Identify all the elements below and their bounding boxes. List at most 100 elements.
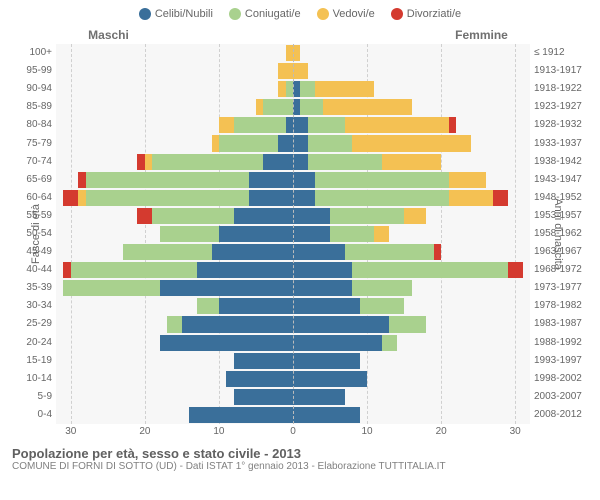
male-row xyxy=(56,207,293,225)
male-row xyxy=(56,297,293,315)
bar-segment xyxy=(249,190,293,206)
male-row xyxy=(56,80,293,98)
bars-area xyxy=(56,44,530,424)
male-row xyxy=(56,406,293,424)
birth-label: 1978-1982 xyxy=(534,297,588,315)
female-row xyxy=(293,315,530,333)
population-pyramid-chart: Celibi/NubiliConiugati/eVedovi/eDivorzia… xyxy=(0,0,600,500)
female-row xyxy=(293,279,530,297)
female-row xyxy=(293,352,530,370)
age-label: 90-94 xyxy=(12,80,52,98)
x-tick: 20 xyxy=(139,426,150,437)
age-label: 30-34 xyxy=(12,297,52,315)
bar-segment xyxy=(226,371,293,387)
female-row xyxy=(293,116,530,134)
bar-segment xyxy=(160,280,293,296)
male-row xyxy=(56,44,293,62)
legend-label: Coniugati/e xyxy=(245,8,301,20)
birth-label: 1973-1977 xyxy=(534,279,588,297)
bar-segment xyxy=(293,262,352,278)
birth-label: ≤ 1912 xyxy=(534,44,588,62)
bar-segment xyxy=(197,298,219,314)
bar-segment xyxy=(137,154,144,170)
bar-segment xyxy=(234,208,293,224)
bar-segment xyxy=(63,262,70,278)
bar-segment xyxy=(160,335,293,351)
birth-label: 2003-2007 xyxy=(534,388,588,406)
chart-footer: Popolazione per età, sesso e stato civil… xyxy=(12,446,588,472)
bar-segment xyxy=(249,172,293,188)
bar-segment xyxy=(160,226,219,242)
bar-segment xyxy=(449,117,456,133)
x-tick: 30 xyxy=(510,426,521,437)
female-row xyxy=(293,406,530,424)
age-label: 80-84 xyxy=(12,116,52,134)
age-label: 15-19 xyxy=(12,352,52,370)
x-axis: 3020100102030 xyxy=(12,426,588,442)
bar-segment xyxy=(293,407,360,423)
bar-segment xyxy=(293,208,330,224)
bar-segment xyxy=(293,81,300,97)
age-label: 75-79 xyxy=(12,134,52,152)
bar-segment xyxy=(382,154,441,170)
bar-segment xyxy=(293,135,308,151)
bar-segment xyxy=(330,226,374,242)
age-label: 65-69 xyxy=(12,171,52,189)
female-row xyxy=(293,189,530,207)
bar-segment xyxy=(137,208,152,224)
bar-segment xyxy=(263,99,293,115)
birth-label: 1918-1922 xyxy=(534,80,588,98)
male-row xyxy=(56,315,293,333)
bar-segment xyxy=(293,298,360,314)
male-row xyxy=(56,243,293,261)
x-tick: 0 xyxy=(290,426,296,437)
male-row xyxy=(56,171,293,189)
bar-segment xyxy=(189,407,293,423)
female-row xyxy=(293,44,530,62)
legend-item: Coniugati/e xyxy=(229,8,301,20)
male-row xyxy=(56,189,293,207)
birth-label: 2008-2012 xyxy=(534,406,588,424)
y-axis-left-title: Fasce di età xyxy=(30,204,42,264)
bar-segment xyxy=(293,371,367,387)
birth-label: 1993-1997 xyxy=(534,352,588,370)
x-tick: 20 xyxy=(436,426,447,437)
bar-segment xyxy=(293,280,352,296)
legend-swatch xyxy=(229,8,241,20)
bar-segment xyxy=(345,244,434,260)
bar-segment xyxy=(234,389,293,405)
legend-swatch xyxy=(139,8,151,20)
bar-segment xyxy=(219,135,278,151)
bar-segment xyxy=(63,280,159,296)
female-row xyxy=(293,134,530,152)
bar-segment xyxy=(293,154,308,170)
female-row xyxy=(293,297,530,315)
center-divider xyxy=(293,44,294,424)
bar-segment xyxy=(219,298,293,314)
bar-segment xyxy=(293,99,300,115)
bar-segment xyxy=(212,135,219,151)
gender-header: Maschi Femmine xyxy=(12,28,588,42)
male-row xyxy=(56,352,293,370)
bar-segment xyxy=(71,262,197,278)
male-row xyxy=(56,116,293,134)
chart-subtitle: COMUNE DI FORNI DI SOTTO (UD) - Dati IST… xyxy=(12,461,588,472)
bar-segment xyxy=(145,154,152,170)
bar-segment xyxy=(167,316,182,332)
birth-label: 1933-1937 xyxy=(534,134,588,152)
female-row xyxy=(293,388,530,406)
birth-label: 1983-1987 xyxy=(534,315,588,333)
bar-segment xyxy=(308,117,345,133)
bar-segment xyxy=(86,190,249,206)
bar-segment xyxy=(323,99,412,115)
bar-segment xyxy=(219,226,293,242)
age-label: 100+ xyxy=(12,44,52,62)
female-row xyxy=(293,225,530,243)
legend-item: Vedovi/e xyxy=(317,8,375,20)
female-row xyxy=(293,80,530,98)
bar-segment xyxy=(182,316,293,332)
bar-segment xyxy=(293,389,345,405)
male-row xyxy=(56,62,293,80)
bar-segment xyxy=(278,135,293,151)
male-bars xyxy=(56,44,293,424)
